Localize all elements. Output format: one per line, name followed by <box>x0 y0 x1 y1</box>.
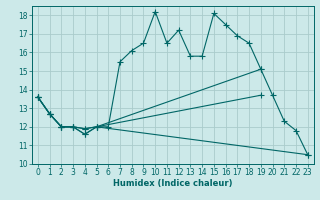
X-axis label: Humidex (Indice chaleur): Humidex (Indice chaleur) <box>113 179 233 188</box>
